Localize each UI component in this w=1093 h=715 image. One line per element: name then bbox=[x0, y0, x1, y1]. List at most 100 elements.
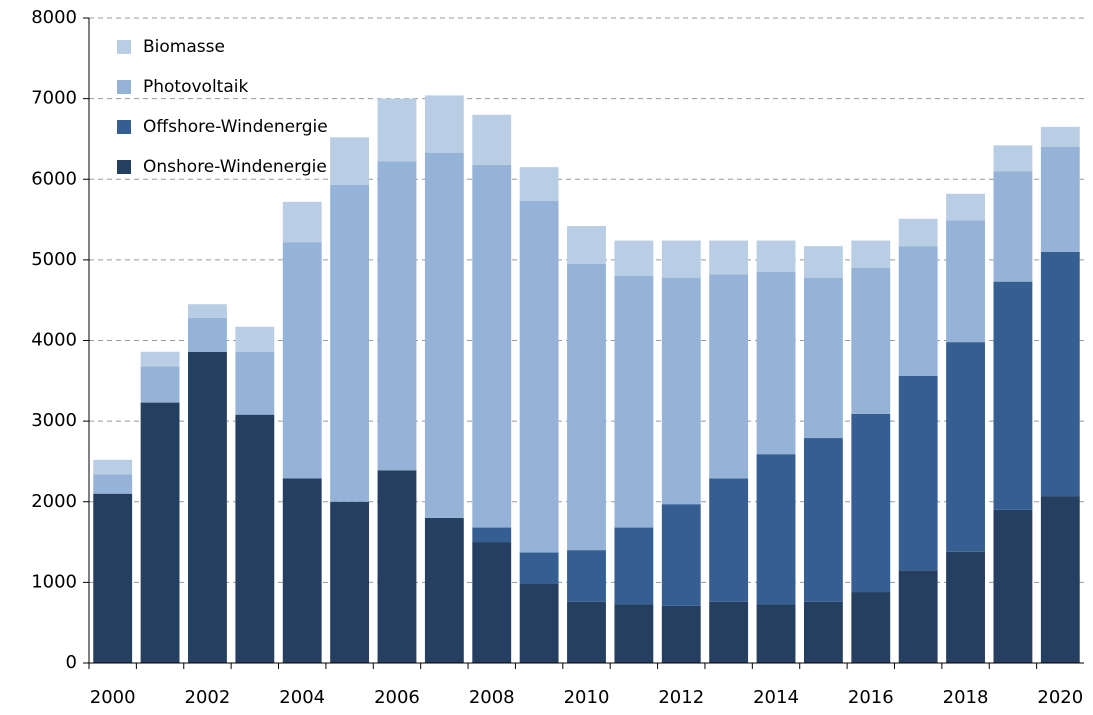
bar-segment bbox=[140, 351, 180, 367]
bar-segment bbox=[567, 226, 606, 264]
bar-segment bbox=[756, 604, 796, 663]
x-tick-label: 2004 bbox=[279, 687, 325, 708]
legend-label: Offshore-Windenergie bbox=[143, 117, 328, 137]
bar-segment bbox=[567, 263, 606, 551]
bar-segment bbox=[756, 271, 796, 455]
bar-segment bbox=[140, 366, 180, 403]
bar-segment bbox=[282, 201, 322, 243]
y-tick-label: 3000 bbox=[31, 410, 77, 431]
bar-segment bbox=[993, 281, 1033, 510]
bar-segment bbox=[709, 274, 749, 479]
bar-segment bbox=[993, 145, 1033, 172]
legend-swatch bbox=[117, 120, 131, 134]
bar-segment bbox=[993, 171, 1033, 282]
bar-segment bbox=[519, 201, 559, 553]
bar-segment bbox=[946, 193, 985, 221]
bar-segment bbox=[140, 402, 180, 663]
y-tick-label: 2000 bbox=[31, 491, 77, 512]
x-tick-label: 2008 bbox=[469, 687, 515, 708]
bar-segment bbox=[1040, 496, 1080, 663]
x-tick-label: 2010 bbox=[564, 687, 610, 708]
bar-segment bbox=[519, 583, 559, 663]
bar-segment bbox=[93, 459, 133, 475]
bar-segment bbox=[898, 246, 938, 376]
legend-swatch bbox=[117, 160, 131, 174]
bar-segment bbox=[1040, 147, 1080, 252]
bar-segment bbox=[898, 375, 938, 571]
bar-segment bbox=[377, 470, 417, 663]
bar-segment bbox=[567, 550, 606, 602]
bar-segment bbox=[803, 601, 843, 663]
bar-segment bbox=[519, 167, 559, 202]
x-tick-label: 2006 bbox=[374, 687, 420, 708]
bar-segment bbox=[661, 605, 701, 663]
x-tick-label: 2020 bbox=[1037, 687, 1083, 708]
bar-segment bbox=[946, 551, 985, 663]
bar-segment bbox=[851, 267, 891, 414]
bar-segment bbox=[803, 277, 843, 439]
bar-segment bbox=[614, 604, 654, 663]
x-tick-label: 2012 bbox=[658, 687, 704, 708]
bar-segment bbox=[1040, 126, 1080, 147]
bar-segment bbox=[898, 570, 938, 663]
bar-segment bbox=[282, 242, 322, 479]
bar-segment bbox=[188, 351, 227, 663]
bar-segment bbox=[946, 342, 985, 552]
bar-segment bbox=[803, 246, 843, 278]
bar-segment bbox=[282, 478, 322, 663]
bar-segment bbox=[993, 509, 1033, 663]
legend-label: Biomasse bbox=[143, 37, 225, 57]
legend-label: Photovoltaik bbox=[143, 77, 248, 97]
bar-segment bbox=[330, 501, 370, 663]
bar-segment bbox=[519, 552, 559, 584]
bar-segment bbox=[614, 527, 654, 605]
bar-segment bbox=[235, 326, 275, 352]
bar-segment bbox=[709, 240, 749, 275]
bar-segment bbox=[1040, 251, 1080, 497]
x-tick-label: 2018 bbox=[943, 687, 989, 708]
bar-segment bbox=[756, 454, 796, 605]
bar-segment bbox=[235, 351, 275, 415]
bar-segment bbox=[709, 478, 749, 602]
bar-segment bbox=[188, 317, 227, 352]
x-tick-label: 2014 bbox=[753, 687, 799, 708]
y-tick-label: 0 bbox=[66, 652, 77, 673]
bar-segment bbox=[377, 98, 417, 162]
y-tick-label: 5000 bbox=[31, 249, 77, 270]
x-tick-label: 2002 bbox=[185, 687, 231, 708]
x-tick-label: 2016 bbox=[848, 687, 894, 708]
x-tick-label: 2000 bbox=[90, 687, 136, 708]
bar-segment bbox=[661, 240, 701, 278]
bar-segment bbox=[898, 218, 938, 247]
legend-label: Onshore-Windenergie bbox=[143, 157, 327, 177]
bar-segment bbox=[330, 184, 370, 502]
bar-segment bbox=[93, 474, 133, 494]
bar-segment bbox=[567, 601, 606, 663]
bar-segment bbox=[661, 504, 701, 606]
bar-segment bbox=[235, 414, 275, 663]
bar-segment bbox=[946, 220, 985, 343]
bar-segment bbox=[472, 527, 512, 543]
bar-segment bbox=[424, 95, 464, 153]
y-tick-label: 8000 bbox=[31, 7, 77, 28]
bar-segment bbox=[661, 277, 701, 505]
bar-segment bbox=[93, 493, 133, 663]
bar-segment bbox=[330, 137, 370, 185]
bar-segment bbox=[472, 542, 512, 663]
bar-segment bbox=[851, 413, 891, 593]
legend-swatch bbox=[117, 80, 131, 94]
bar-segment bbox=[472, 164, 512, 528]
y-tick-label: 6000 bbox=[31, 168, 77, 189]
legend-swatch bbox=[117, 40, 131, 54]
bar-segment bbox=[851, 592, 891, 663]
y-tick-label: 7000 bbox=[31, 88, 77, 109]
bar-segment bbox=[803, 438, 843, 602]
bar-segment bbox=[424, 517, 464, 663]
bar-segment bbox=[851, 240, 891, 268]
bar-segment bbox=[614, 276, 654, 528]
bar-segment bbox=[472, 114, 512, 165]
y-tick-label: 4000 bbox=[31, 330, 77, 351]
bar-segment bbox=[756, 240, 796, 272]
bar-segment bbox=[188, 304, 227, 318]
